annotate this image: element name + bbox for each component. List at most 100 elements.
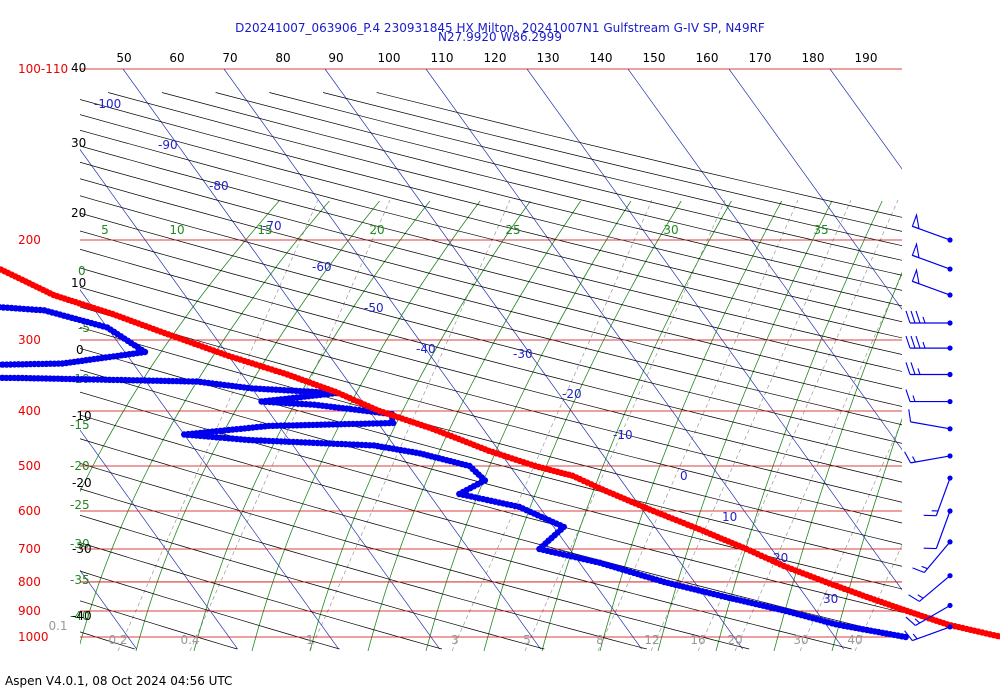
dry-adiabat-line — [80, 248, 902, 463]
wind-barb-staff — [912, 626, 951, 642]
moist-adiabat-line — [773, 271, 902, 651]
moist-adiabat-line — [599, 200, 783, 651]
moist-adiabat-line — [541, 200, 732, 651]
moist-adiabat-left-label: -30 — [70, 537, 90, 551]
top-axis-label: 130 — [537, 51, 560, 65]
moist-adiabat-label: 20 — [369, 223, 384, 237]
mixing-ratio-label: 20 — [727, 633, 742, 647]
wind-barb-flag — [904, 451, 912, 464]
mixing-ratio-label: 30 — [793, 633, 808, 647]
mixing-ratio-label: 0.4 — [180, 633, 199, 647]
pressure-label: 200 — [18, 233, 41, 247]
isotherm-label: -30 — [513, 347, 533, 361]
pressure-label: 400 — [18, 404, 41, 418]
mixing-ratio-line — [451, 199, 653, 651]
dewpoint-point — [0, 361, 6, 368]
dry-adiabat-line — [80, 391, 902, 613]
wind-barb-staff — [915, 604, 951, 626]
pressure-label: 700 — [18, 542, 41, 556]
dry-adiabat-lines — [0, 92, 902, 650]
dry-adiabat-line — [80, 631, 135, 650]
wind-barb-flag — [910, 362, 916, 375]
moist-adiabat-left-label: -35 — [70, 573, 90, 587]
dry-adiabat-line — [80, 195, 902, 407]
top-axis-label: 70 — [222, 51, 237, 65]
isotherm-line — [931, 69, 1000, 649]
dry-adiabat-left-label: -20 — [72, 476, 92, 490]
top-axis-label: 50 — [116, 51, 131, 65]
dry-adiabat-left-label: -30 — [72, 542, 92, 556]
moist-adiabat-line — [80, 200, 330, 646]
altitude-label: 30 — [71, 136, 86, 150]
pressure-label: 1000 — [18, 630, 49, 644]
wind-barb-flag — [910, 310, 916, 324]
wind-barb-halfflag — [921, 565, 928, 570]
mixing-ratio-line — [650, 199, 852, 651]
wind-barb-flag — [915, 310, 921, 324]
moist-adiabat-label: 30 — [663, 223, 678, 237]
mixing-ratio-line — [697, 199, 899, 651]
moist-adiabat-line — [309, 200, 531, 651]
moist-adiabat-label: 5 — [101, 223, 109, 237]
mixing-ratio-label: 12 — [644, 633, 659, 647]
wind-barb-staff — [935, 510, 951, 549]
dewpoint-point — [902, 633, 909, 641]
moist-adiabat-left-label: -40 — [70, 609, 90, 623]
altitude-label: 40 — [71, 61, 86, 75]
top-axis-label: 150 — [643, 51, 666, 65]
moist-adiabat-line — [715, 200, 883, 651]
pressure-label: 800 — [18, 575, 41, 589]
wind-barb-pennant — [911, 212, 920, 230]
mixing-ratio-line — [524, 199, 726, 651]
wind-barb-staff — [935, 477, 951, 516]
isotherm-line — [627, 69, 902, 451]
wind-barb-flag — [905, 616, 916, 626]
dry-adiabat-line — [80, 286, 902, 503]
isotherm-label: -100 — [94, 97, 121, 111]
dry-adiabat-line — [80, 462, 750, 650]
dry-adiabat-line — [80, 178, 902, 390]
pressure-label: 300 — [18, 333, 41, 347]
isotherm-label: 0 — [680, 469, 688, 483]
moist-adiabat-left-label: -20 — [70, 459, 90, 473]
mixing-ratio-label: 16 — [690, 633, 705, 647]
pressure-label: 600 — [18, 504, 41, 518]
dry-adiabat-line — [80, 347, 902, 567]
isotherm-label: -80 — [209, 179, 229, 193]
wind-barb-staff — [923, 541, 951, 573]
isotherm-line — [122, 69, 541, 650]
software-footer: Aspen V4.0.1, 08 Oct 2024 04:56 UTC — [5, 674, 233, 688]
dry-adiabat-line — [80, 514, 545, 650]
isotherm-line — [829, 69, 902, 170]
chart-title-line2: N27.9920 W86.2999 — [438, 30, 562, 44]
top-axis-label: 180 — [802, 51, 825, 65]
mixing-ratio-label: 8 — [596, 633, 604, 647]
wind-barb-pennant — [911, 241, 920, 259]
isotherm-label: 10 — [722, 510, 737, 524]
dry-adiabat-line — [80, 161, 902, 372]
dry-adiabat-left-label: -10 — [72, 409, 92, 423]
wind-barb-flag — [905, 335, 911, 349]
axis-labels: 100-110200300400500600700800900100040302… — [18, 51, 877, 647]
isotherm-line — [223, 69, 642, 650]
moist-adiabat-line — [831, 417, 902, 651]
isotherm-line — [526, 69, 902, 591]
wind-barb-flag — [908, 594, 920, 602]
moist-adiabat-left-label: 0 — [78, 264, 86, 278]
dry-adiabat-line — [0, 93, 32, 650]
mixing-ratio-label: 40 — [847, 633, 862, 647]
isotherm-label: -60 — [312, 260, 332, 274]
wind-barb-halfflag — [917, 368, 921, 375]
wind-barb-flag — [905, 310, 911, 324]
dry-adiabat-line — [80, 570, 340, 650]
isotherm-label: 30 — [823, 592, 838, 606]
mixing-ratio-label: 1 — [306, 633, 314, 647]
isotherm-line — [80, 289, 339, 650]
mixing-ratio-label: 3 — [451, 633, 459, 647]
dewpoint-point — [0, 361, 2, 368]
moist-adiabat-label: 25 — [505, 223, 520, 237]
dry-adiabat-line — [80, 212, 902, 426]
altitude-label: 10 — [71, 276, 86, 290]
wind-barb-halfflag — [922, 341, 926, 349]
